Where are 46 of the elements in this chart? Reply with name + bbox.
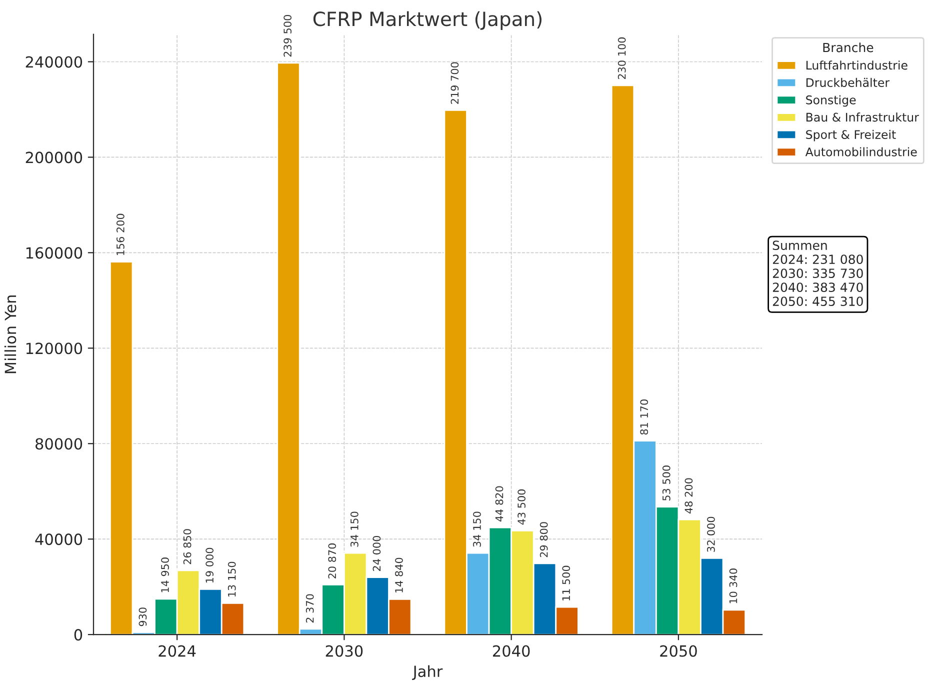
data-label: 11 500 bbox=[562, 566, 570, 600]
data-label: 32 000 bbox=[707, 516, 715, 552]
data-label: 14 950 bbox=[161, 558, 169, 592]
data-label: 20 870 bbox=[328, 543, 336, 578]
text: Summen 2024: 231 080 2030: 335 730 2040: 383 470 2050: 455 310 bbox=[772, 240, 863, 306]
y-tick-label: 40000 bbox=[35, 534, 82, 546]
data-label: 44 820 bbox=[495, 486, 504, 522]
legend-label: Sport & Freizeit bbox=[806, 130, 896, 142]
y-tick-label: 240000 bbox=[26, 56, 82, 68]
data-label: 219 700 bbox=[450, 62, 459, 104]
data-label: 10 340 bbox=[729, 568, 738, 604]
legend-title: Branche bbox=[823, 42, 874, 52]
legend-label: Sonstige bbox=[806, 95, 856, 107]
data-label: 230 100 bbox=[618, 37, 626, 80]
data-label: 43 500 bbox=[518, 489, 526, 525]
data-label: 19 000 bbox=[206, 548, 214, 583]
legend-label: Bau & Infrastruktur bbox=[806, 112, 919, 122]
y-tick-label: 200000 bbox=[26, 152, 82, 164]
x-tick-label: 2050 bbox=[660, 645, 697, 657]
data-label: 48 200 bbox=[684, 478, 693, 514]
data-label: 14 840 bbox=[395, 558, 403, 592]
legend-label: Automobilindustrie bbox=[805, 147, 917, 156]
data-label: 13 150 bbox=[228, 562, 236, 596]
x-tick-label: 2024 bbox=[158, 645, 196, 657]
data-label: 2 370 bbox=[306, 594, 314, 623]
data-label: 53 500 bbox=[662, 466, 670, 501]
y-axis-title: Million Yen bbox=[4, 296, 16, 374]
legend-label: Luftfahrtindustrie bbox=[806, 60, 908, 70]
chart-title: CFRP Marktwert (Japan) bbox=[313, 11, 542, 30]
data-label: 34 150 bbox=[473, 512, 481, 547]
y-tick-label: 0 bbox=[74, 629, 82, 641]
data-label: 34 150 bbox=[350, 512, 358, 547]
x-axis-title: Jahr bbox=[412, 665, 443, 680]
data-label: 156 200 bbox=[116, 214, 124, 256]
legend-label: Druckbehälter bbox=[806, 78, 890, 88]
x-tick-label: 2040 bbox=[493, 645, 530, 657]
data-label: 24 000 bbox=[372, 536, 381, 571]
data-label: 930 bbox=[138, 608, 147, 626]
y-tick-label: 160000 bbox=[26, 247, 82, 259]
x-tick-label: 2030 bbox=[326, 645, 363, 657]
data-label: 29 800 bbox=[540, 522, 548, 558]
data-label: 26 850 bbox=[183, 529, 192, 564]
y-tick-label: 120000 bbox=[26, 342, 82, 354]
data-label: 81 170 bbox=[640, 400, 648, 435]
data-label: 239 500 bbox=[284, 15, 292, 57]
y-tick-label: 80000 bbox=[36, 438, 82, 450]
